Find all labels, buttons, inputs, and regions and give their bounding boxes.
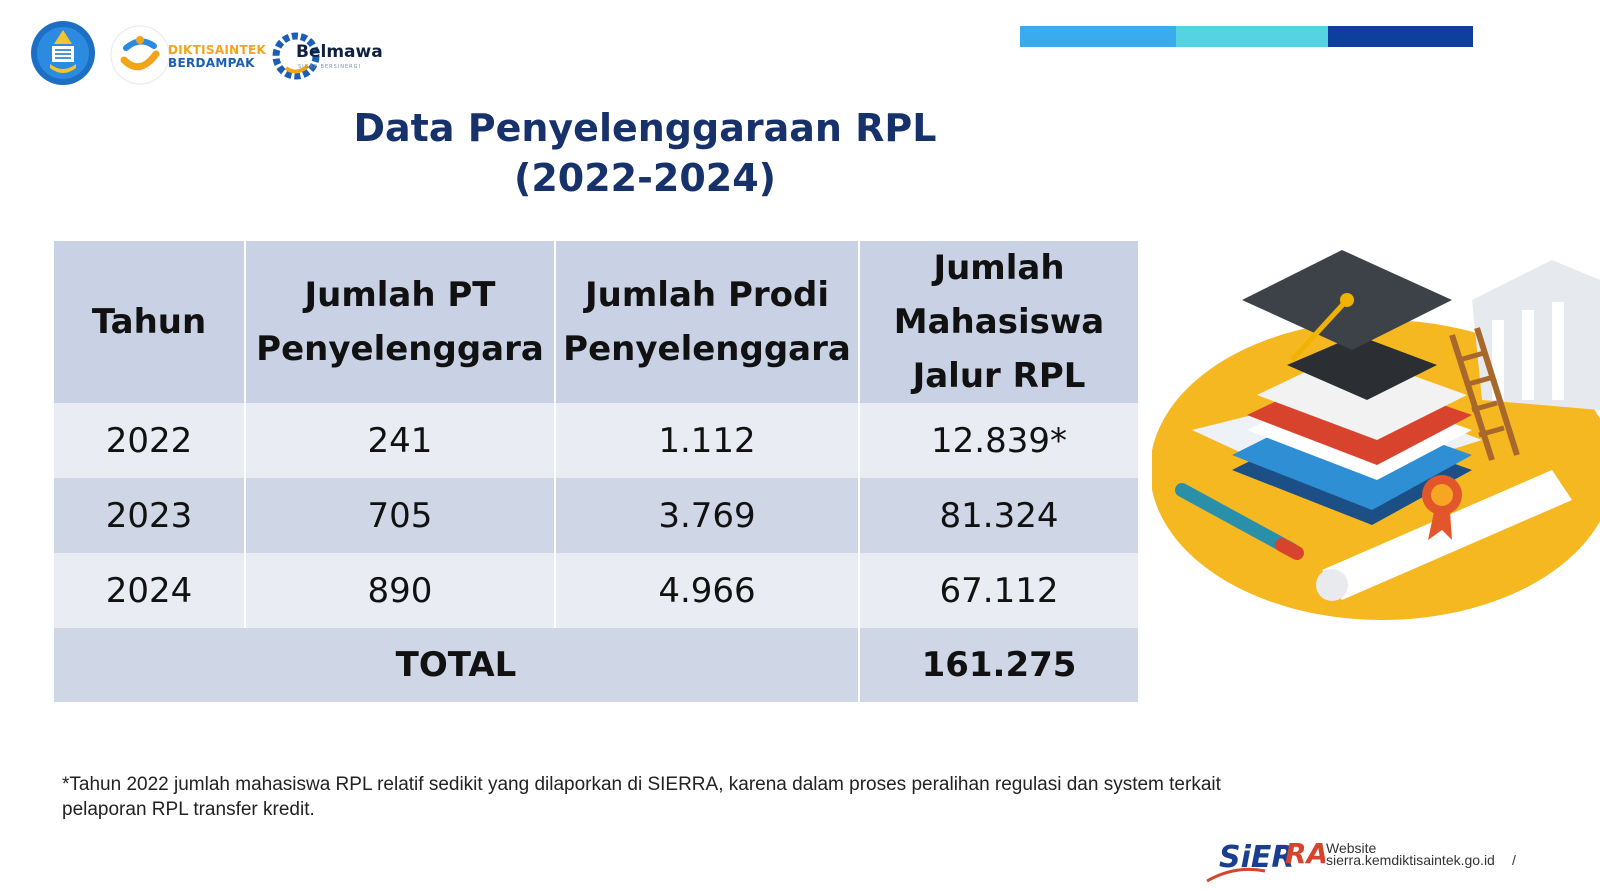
accent-bars	[1020, 26, 1473, 47]
header-jumlah-prodi: Jumlah Prodi Penyelenggara	[555, 241, 860, 403]
table-total-row: TOTAL 161.275	[54, 628, 1140, 702]
total-value: 161.275	[859, 628, 1140, 702]
sierra-logo: SiER RA	[1206, 837, 1325, 883]
accent-bar-1	[1020, 26, 1176, 47]
table-header-row: Tahun Jumlah PT Penyelenggara Jumlah Pro…	[54, 241, 1140, 403]
table-row: 2023 705 3.769 81.324	[54, 478, 1140, 553]
header-jumlah-mahasiswa: Jumlah Mahasiswa Jalur RPL	[859, 241, 1140, 403]
svg-text:RA: RA	[1285, 837, 1325, 870]
graduation-books-illustration	[1152, 250, 1600, 620]
website-label: Website	[1326, 840, 1377, 856]
cell-prodi: 1.112	[555, 403, 860, 478]
cell-year: 2022	[54, 403, 246, 478]
table-row: 2022 241 1.112 12.839*	[54, 403, 1140, 478]
cell-year: 2023	[54, 478, 246, 553]
belmawa-logo-text: Belmawa	[296, 42, 383, 62]
total-label: TOTAL	[54, 628, 860, 702]
cell-prodi: 4.966	[555, 553, 860, 628]
cell-year: 2024	[54, 553, 246, 628]
kemdikbud-logo	[31, 21, 95, 85]
slide-title-line1: Data Penyelenggaraan RPL	[353, 106, 937, 150]
rpl-data-table: Tahun Jumlah PT Penyelenggara Jumlah Pro…	[54, 241, 1140, 702]
dikti-logo-line2: BERDAMPAK	[168, 56, 255, 70]
diktisaintek-berdampak-logo: DIKTISAINTEK BERDAMPAK	[110, 24, 270, 86]
accent-bar-2	[1176, 26, 1328, 47]
website-url[interactable]: sierra.kemdiktisaintek.go.id	[1326, 852, 1495, 868]
cell-pt: 241	[245, 403, 556, 478]
header-jumlah-pt: Jumlah PT Penyelenggara	[245, 241, 556, 403]
cell-prodi: 3.769	[555, 478, 860, 553]
belmawa-logo: Belmawa SIGAP BERSINERGI	[272, 26, 392, 86]
cell-mahasiswa: 67.112	[859, 553, 1140, 628]
slide-title-line2: (2022-2024)	[513, 156, 777, 200]
accent-bar-3	[1328, 26, 1473, 47]
cell-pt: 890	[245, 553, 556, 628]
page-marker: /	[1512, 852, 1516, 868]
header-tahun: Tahun	[54, 241, 246, 403]
cell-pt: 705	[245, 478, 556, 553]
belmawa-logo-sub: SIGAP BERSINERGI	[298, 64, 361, 70]
table-row: 2024 890 4.966 67.112	[54, 553, 1140, 628]
website-info: Website sierra.kemdiktisaintek.go.id	[1326, 840, 1495, 868]
cell-mahasiswa: 12.839*	[859, 403, 1140, 478]
cell-mahasiswa: 81.324	[859, 478, 1140, 553]
footnote: *Tahun 2022 jumlah mahasiswa RPL relatif…	[62, 774, 1221, 820]
dikti-logo-line1: DIKTISAINTEK	[168, 43, 267, 57]
svg-text:SiER: SiER	[1219, 840, 1294, 875]
slide-title: Data Penyelenggaraan RPL (2022-2024)	[300, 103, 990, 203]
